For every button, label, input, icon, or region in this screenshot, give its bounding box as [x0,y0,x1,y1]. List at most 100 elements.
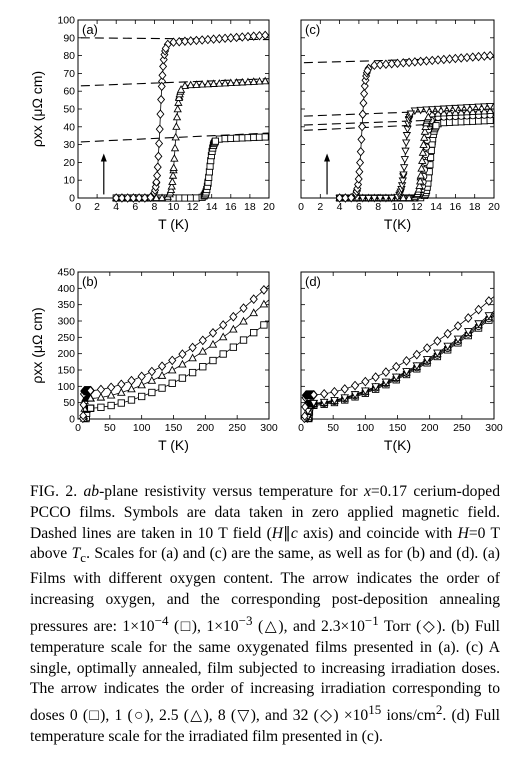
data-point [399,164,409,172]
y-axis-label: ρxx (μΩ cm) [29,307,45,383]
data-point [188,368,197,377]
y-tick-label: 80 [63,50,75,62]
data-point [457,53,466,63]
data-point [199,363,207,371]
data-point [404,193,414,202]
dashed-field-line [80,78,270,87]
x-tick-label: 50 [327,422,339,434]
data-point-low [87,404,95,412]
data-point [261,30,270,41]
data-point [203,79,213,88]
data-point [238,32,247,42]
data-point [418,156,427,164]
plot-frame [300,19,495,199]
data-point [197,79,207,88]
data-point [445,54,454,64]
caption-s17: −3 [238,612,253,628]
data-series [335,102,495,203]
data-point-low [300,411,309,421]
data-point [387,59,396,69]
data-point [468,52,477,62]
data-point [356,146,365,157]
data-point [232,134,241,142]
data-point [417,164,426,172]
x-tick-label: 14 [430,201,442,213]
data-point [480,51,489,61]
data-point [393,58,402,69]
data-point [340,394,350,403]
plot-frame [77,271,270,420]
data-point [192,80,201,88]
data-point [203,34,212,45]
x-axis-label: T(K) [384,216,411,232]
data-point [370,194,379,203]
data-point [112,193,121,203]
data-point [173,104,182,113]
data-point [157,361,167,372]
data-point-low [309,399,318,408]
data-point [123,193,132,203]
data-point [117,379,126,390]
x-tick-label: 18 [469,201,481,213]
panel-label: (d) [305,274,321,289]
caption-s1: FIG. 2. [30,483,78,500]
panel-label: (b) [82,274,98,289]
data-point [138,392,146,401]
data-point [422,106,431,115]
caption-s10: H [457,524,469,542]
y-tick-label: 50 [63,104,75,116]
data-point [424,112,433,121]
data-point [355,166,364,177]
data-point [155,138,164,149]
data-point [135,193,144,203]
data-point [209,34,218,44]
data-point [401,147,410,156]
x-tick-label: 150 [389,422,407,434]
data-point [232,78,241,86]
data-point [371,372,380,382]
data-point [462,104,472,112]
data-point [402,356,411,366]
data-point [259,284,269,295]
data-point [402,368,411,376]
x-tick-label: 150 [165,422,183,434]
data-point [167,365,177,374]
data-point [159,61,168,72]
data-point [250,133,258,142]
x-tick-label: 16 [225,201,237,213]
panel-d: 0 50 100 150 200 250 300 (d) T(K) [298,271,503,453]
y-tick-label: 20 [63,157,75,169]
data-point [261,76,270,85]
data-point [127,396,136,404]
data-point [260,321,268,329]
data-point [432,122,440,130]
x-tick-label: 2 [317,201,323,213]
y-tick-label: 90 [63,32,75,44]
caption-s3: -plane resistivity versus temperature fo… [99,483,358,500]
data-point [192,35,201,46]
data-point [412,362,422,371]
data-point [439,54,448,65]
series-line [339,119,494,199]
data-point [360,88,369,99]
figure-caption: FIG. 2. ab-plane resistivity versus temp… [30,482,500,748]
data-point [433,105,443,114]
x-tick-label: 0 [75,201,81,213]
data-point [434,55,443,65]
data-point [419,140,428,148]
data-point [451,104,460,113]
data-point [239,316,248,325]
data-point [168,355,177,366]
data-point [148,388,156,397]
caption-s19: −1 [364,612,379,628]
data-point [443,328,452,339]
data-point-low [86,385,95,396]
data-point [229,343,237,351]
data-point [171,132,180,141]
series-line [116,136,268,199]
x-tick-label: 250 [453,422,471,434]
data-point [243,77,253,86]
data-point [244,134,252,142]
x-axis-label: T(K) [384,437,411,453]
caption-s21: 15 [368,702,382,718]
